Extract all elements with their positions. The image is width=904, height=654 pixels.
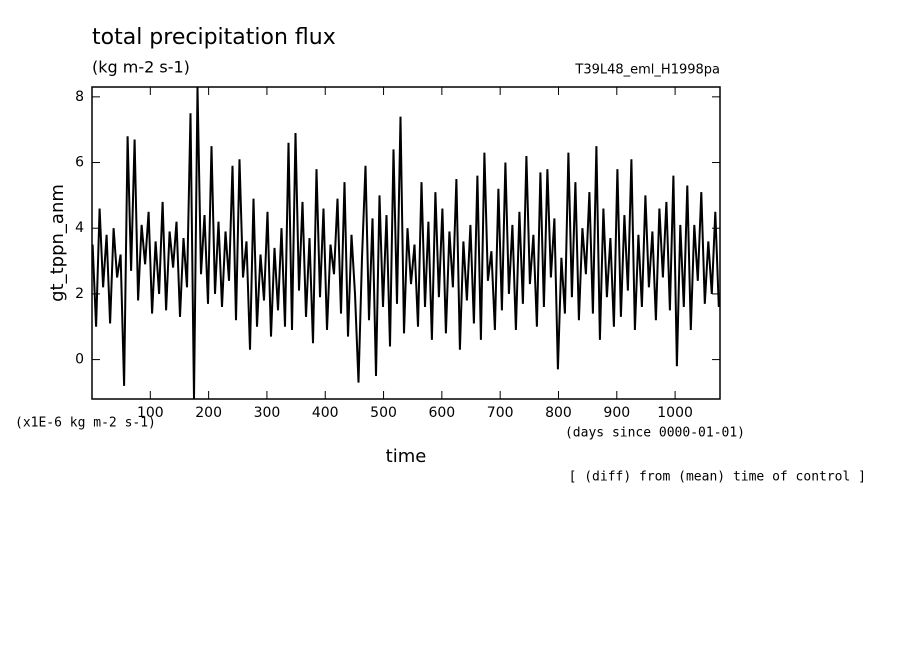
x-tick-label: 400 — [312, 405, 339, 421]
y-tick-label: 0 — [75, 352, 84, 368]
y-tick-label: 6 — [75, 155, 84, 171]
data-line — [92, 87, 720, 399]
chart-subtitle: (kg m-2 s-1) — [92, 58, 190, 77]
y-units: (x1E-6 kg m-2 s-1) — [15, 416, 156, 431]
x-tick-label: 700 — [487, 405, 514, 421]
x-tick-label: 900 — [603, 405, 630, 421]
x-units: (days since 0000-01-01) — [565, 426, 745, 441]
plot-frame — [91, 86, 721, 400]
x-tick-label: 800 — [545, 405, 572, 421]
x-tick-label: 600 — [428, 405, 455, 421]
y-tick-label: 2 — [75, 286, 84, 302]
x-tick-label: 1000 — [657, 405, 693, 421]
y-tick-label: 4 — [75, 220, 84, 236]
x-tick-label: 500 — [370, 405, 397, 421]
y-tick-label: 8 — [75, 89, 84, 105]
x-tick-label: 200 — [195, 405, 222, 421]
experiment-label: T39L48_eml_H1998pa — [574, 63, 720, 78]
x-tick-label: 300 — [254, 405, 281, 421]
x-axis-title: time — [386, 446, 427, 467]
note: [ (diff) from (mean) time of control ] — [569, 470, 866, 485]
y-axis-title: gt_tppn_anm — [47, 184, 68, 302]
x-tick-label: 100 — [137, 405, 164, 421]
chart-title: total precipitation flux — [92, 25, 336, 50]
